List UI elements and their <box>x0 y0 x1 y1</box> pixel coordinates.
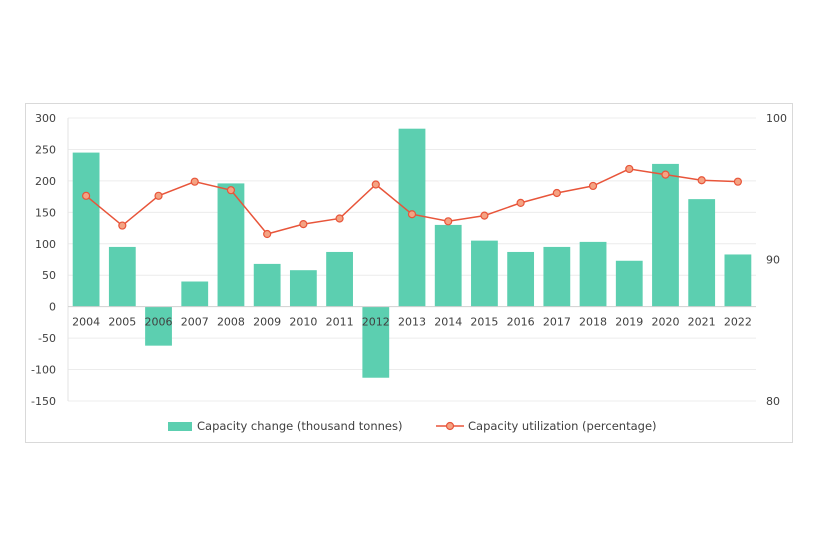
line-point-2022 <box>733 177 742 186</box>
line-point-2007 <box>190 177 199 186</box>
bar-2022 <box>724 254 752 307</box>
y-left-tick: 300 <box>35 112 56 125</box>
line-point-2008 <box>226 186 236 195</box>
y-left-tick: -100 <box>31 364 56 377</box>
bar-2018 <box>579 241 607 307</box>
line-point-2021 <box>697 176 706 185</box>
y-left-tick: 50 <box>42 269 56 282</box>
bar-2019 <box>615 260 643 307</box>
x-tick-2014: 2014 <box>434 316 462 329</box>
x-tick-labels: 2004 2005 2006 2007 2008 2009 2010 2011 2012 2013… <box>72 316 752 329</box>
combo-chart: 2004 2005 2006 2007 2008 2009 2010 2011 2012 2013… <box>31 112 787 433</box>
bar-2017 <box>543 246 571 307</box>
y-left-tick-labels: 300 250 200 150 100 50 0 -50 -100 -150 <box>31 112 56 408</box>
bar-2007 <box>181 281 209 307</box>
line-point-2013 <box>407 210 417 219</box>
y-left-tick: 200 <box>35 175 56 188</box>
x-tick-2006: 2006 <box>145 316 173 329</box>
x-tick-2017: 2017 <box>543 316 571 329</box>
line-point-2016 <box>516 198 525 208</box>
line-point-2018 <box>588 181 598 191</box>
line-point-2005 <box>118 221 127 230</box>
line-point-2011 <box>335 214 344 223</box>
line-series <box>82 164 742 239</box>
line-point-2009 <box>263 229 272 239</box>
bar-2012 <box>362 306 390 378</box>
x-tick-2010: 2010 <box>289 316 317 329</box>
x-tick-2022: 2022 <box>724 316 752 329</box>
line-point-2020 <box>661 170 670 179</box>
bar-2016 <box>507 251 535 307</box>
y-right-tick: 100 <box>766 112 787 125</box>
line-point-2010 <box>299 220 308 229</box>
x-tick-2012: 2012 <box>362 316 390 329</box>
bar-2006 <box>145 306 172 346</box>
y-left-tick: -150 <box>31 395 56 408</box>
x-tick-2007: 2007 <box>181 316 209 329</box>
line-point-2019 <box>625 164 634 174</box>
bar-2004 <box>72 152 100 307</box>
bar-2014 <box>434 224 462 307</box>
y-left-tick: -50 <box>38 332 56 345</box>
x-tick-2008: 2008 <box>217 316 245 329</box>
bar-series <box>72 128 752 378</box>
x-tick-2009: 2009 <box>253 316 281 329</box>
line-point-2004 <box>82 191 91 200</box>
y-right-tick-labels: 100 90 80 <box>766 112 787 408</box>
bar-2021 <box>688 199 716 307</box>
bar-2010 <box>289 270 317 307</box>
bar-2020 <box>652 163 679 307</box>
x-tick-2021: 2021 <box>688 316 716 329</box>
x-tick-2019: 2019 <box>615 316 643 329</box>
legend: Capacity change (thousand tonnes) Capaci… <box>168 419 657 433</box>
x-tick-2004: 2004 <box>72 316 100 329</box>
x-tick-2018: 2018 <box>579 316 607 329</box>
legend-bar-swatch <box>168 422 192 431</box>
y-left-tick: 100 <box>35 238 56 251</box>
y-left-tick: 0 <box>49 301 56 314</box>
line-point-2006 <box>154 191 163 200</box>
x-tick-2013: 2013 <box>398 316 426 329</box>
x-tick-2016: 2016 <box>507 316 535 329</box>
bar-2008 <box>217 183 245 307</box>
y-left-tick: 150 <box>35 206 56 219</box>
legend-bar-label: Capacity change (thousand tonnes) <box>197 419 402 433</box>
y-right-tick: 90 <box>766 254 780 267</box>
legend-line-marker <box>445 421 455 431</box>
bar-2011 <box>326 251 353 307</box>
line-point-2014 <box>444 217 453 226</box>
bar-2009 <box>253 263 281 307</box>
y-left-tick: 250 <box>35 143 56 156</box>
x-tick-2005: 2005 <box>108 316 136 329</box>
bar-2005 <box>108 246 136 307</box>
x-tick-2015: 2015 <box>470 316 498 329</box>
legend-line-label: Capacity utilization (percentage) <box>468 419 657 433</box>
bar-2015 <box>471 240 498 307</box>
line-point-2017 <box>552 188 561 198</box>
x-tick-2020: 2020 <box>651 316 679 329</box>
line-point-2015 <box>480 211 489 220</box>
y-right-tick: 80 <box>766 395 780 408</box>
x-tick-2011: 2011 <box>326 316 354 329</box>
chart-frame: 2004 2005 2006 2007 2008 2009 2010 2011 2012 2013… <box>25 103 793 443</box>
line-point-2012 <box>371 180 380 189</box>
